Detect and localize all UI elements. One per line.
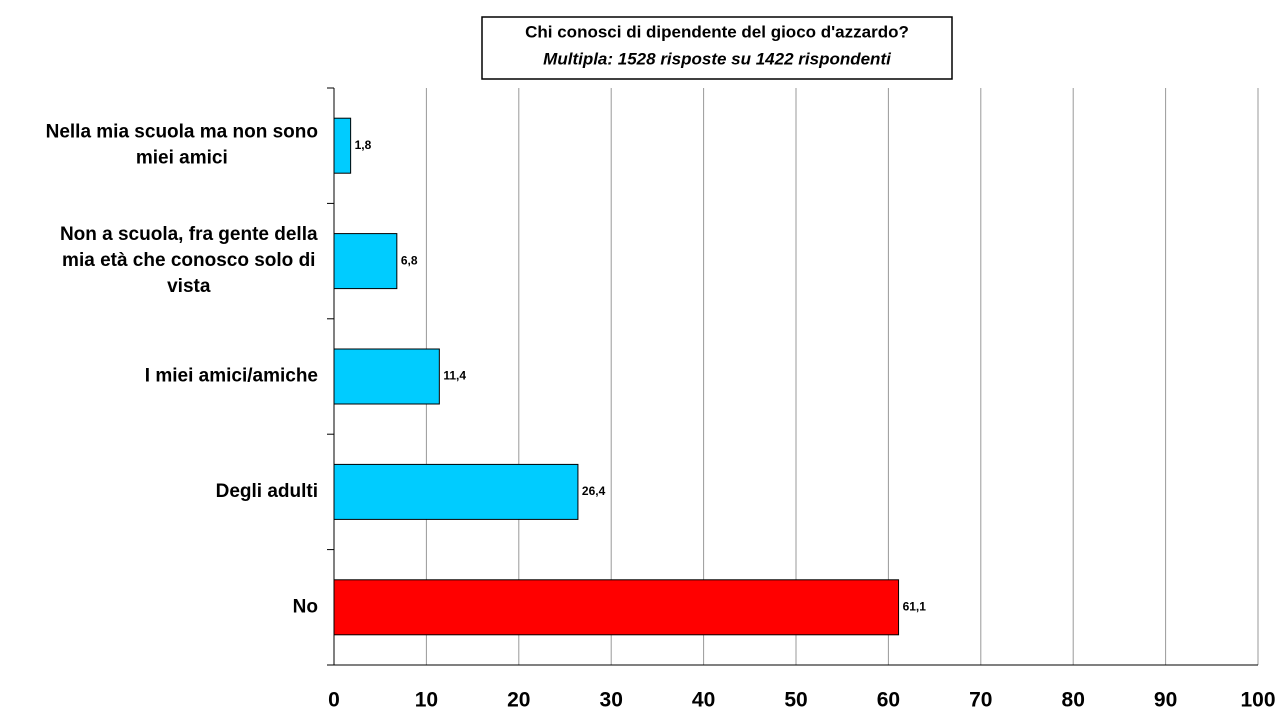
data-label: 61,1 xyxy=(903,599,927,613)
data-label: 6,8 xyxy=(401,253,418,267)
bar xyxy=(333,348,440,405)
data-label: 11,4 xyxy=(443,369,466,383)
x-tick-label: 50 xyxy=(784,689,807,712)
x-tick-label: 40 xyxy=(692,689,715,712)
bar xyxy=(333,233,398,290)
y-tick-label: Non a scuola, fra gente della mia età che… xyxy=(60,224,318,297)
chart-title: Chi conosci di dipendente del gioco d'az… xyxy=(525,22,909,41)
y-tick-label: I miei amici/amiche xyxy=(145,366,318,387)
chart-subtitle: Multipla: 1528 risposte su 1422 risponde… xyxy=(543,49,892,68)
bar xyxy=(333,117,352,174)
x-tick-label: 10 xyxy=(415,689,438,712)
x-tick-label: 30 xyxy=(600,689,623,712)
y-tick-label: No xyxy=(293,596,318,617)
x-tick-label: 70 xyxy=(969,689,992,712)
x-tick-label: 100 xyxy=(1240,689,1275,712)
x-tick-label: 0 xyxy=(328,689,340,712)
x-tick-label: 80 xyxy=(1062,689,1085,712)
x-tick-label: 20 xyxy=(507,689,530,712)
bar xyxy=(333,579,900,636)
title-box xyxy=(481,16,953,80)
x-tick-label: 90 xyxy=(1154,689,1177,712)
x-tick-label: 60 xyxy=(877,689,900,712)
y-tick-label: Degli adulti xyxy=(216,481,318,502)
y-tick-label: Nella mia scuola ma non sono miei amici xyxy=(46,122,318,169)
data-label: 26,4 xyxy=(582,484,606,498)
data-label: 1,8 xyxy=(355,138,372,152)
bar xyxy=(333,463,579,520)
